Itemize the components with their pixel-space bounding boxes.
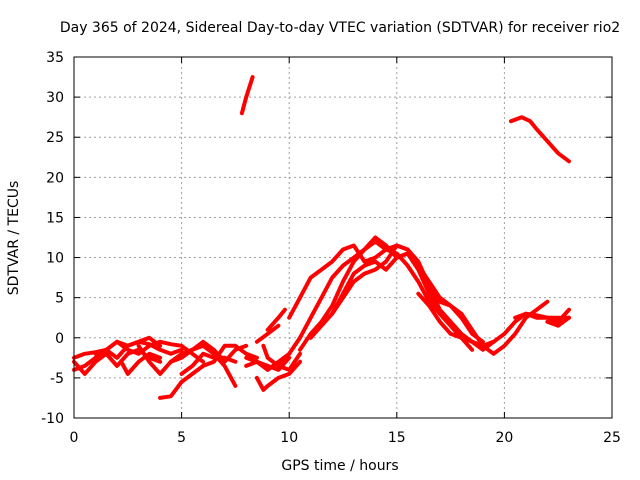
series-line-arc-12 bbox=[239, 75, 255, 116]
x-tick-label: 20 bbox=[495, 430, 513, 446]
y-tick-label: 30 bbox=[46, 90, 64, 106]
y-tick-label: 15 bbox=[46, 210, 64, 226]
series-line-arc-26 bbox=[513, 307, 571, 324]
series-line-arc-5 bbox=[119, 351, 163, 376]
x-tick-label: 15 bbox=[388, 430, 406, 446]
series-line-arc-28 bbox=[508, 115, 571, 164]
y-tick-label: 5 bbox=[55, 291, 64, 307]
y-tick-label: 20 bbox=[46, 170, 64, 186]
y-tick-label: 25 bbox=[46, 130, 64, 146]
y-tick-label: -10 bbox=[41, 411, 64, 427]
plot-frame bbox=[73, 56, 613, 419]
series-group bbox=[72, 75, 571, 400]
series-line-arc-9 bbox=[168, 343, 238, 388]
series-line-arc-11 bbox=[201, 343, 259, 368]
y-tick-label: 10 bbox=[46, 251, 64, 267]
series-line-arc-27 bbox=[545, 315, 571, 328]
chart-title: Day 365 of 2024, Sidereal Day-to-day VTE… bbox=[60, 20, 620, 36]
y-tick-label: -5 bbox=[50, 371, 64, 387]
x-tick-label: 5 bbox=[177, 430, 186, 446]
series-line-arc-18 bbox=[265, 307, 287, 332]
axis-ticks: 0 5 10 15 20 25 -10 -5 0 5 10 15 20 25 30 35 bbox=[41, 50, 621, 446]
series-line-arc-15 bbox=[254, 359, 302, 392]
series-line-arc-10 bbox=[179, 339, 249, 364]
x-axis-label: GPS time / hours bbox=[281, 458, 398, 474]
y-axis-label: SDTVAR / TECUs bbox=[6, 181, 22, 296]
y-tick-label: 0 bbox=[55, 331, 64, 347]
series-line-arc-21 bbox=[298, 235, 464, 352]
x-tick-label: 10 bbox=[280, 430, 298, 446]
series-line-arc-17 bbox=[254, 323, 281, 344]
x-tick-label: 0 bbox=[70, 430, 79, 446]
series-line-arc-4 bbox=[93, 335, 163, 356]
x-tick-label: 25 bbox=[603, 430, 621, 446]
y-tick-label: 35 bbox=[46, 50, 64, 66]
series-line-arc-7 bbox=[158, 363, 206, 400]
